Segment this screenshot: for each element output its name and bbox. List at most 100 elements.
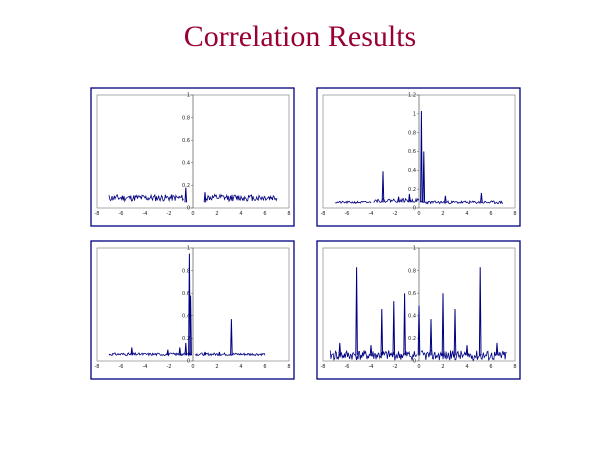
x-tick-label: -2 [393,364,398,370]
y-tick-label: 0 [413,206,416,212]
peak-spike [184,342,188,356]
peak-spike [130,347,134,356]
y-tick-label: 0.6 [182,291,190,297]
peak-spike [338,342,342,356]
panel-frame [90,87,295,227]
peak-spike [203,192,207,203]
x-tick-label: 0 [417,211,420,217]
x-tick-label: -4 [143,364,148,370]
x-tick-label: 6 [263,364,266,370]
peak-spike [230,319,233,356]
slide-title: Correlation Results [183,20,417,53]
x-tick-label: -4 [369,364,374,370]
panel-frame [316,87,521,227]
peak-spike [465,345,469,356]
y-tick-label: 0 [413,359,416,365]
x-tick-label: -4 [369,211,374,217]
peak-spike [397,196,400,203]
series-line [204,193,278,203]
y-tick-label: 0.6 [182,138,190,144]
x-tick-label: 4 [239,211,242,217]
x-tick-label: 0 [191,211,194,217]
y-tick-label: 1 [187,93,190,99]
x-tick-label: -8 [95,364,100,370]
peak-spike [420,111,423,203]
y-tick-label: 0.2 [408,187,416,193]
x-tick-label: 8 [287,211,290,217]
x-tick-label: -6 [119,211,124,217]
x-tick-label: -8 [321,211,326,217]
peak-spike [184,187,188,203]
y-tick-label: 1 [413,246,416,252]
peak-spike [495,342,499,356]
y-tick-label: 0 [187,359,190,365]
peak-spike [392,301,396,356]
peak-spike [422,151,426,203]
series-line [108,351,193,357]
x-tick-label: 6 [489,211,492,217]
peak-spike [453,309,457,356]
peak-spike [417,305,421,356]
x-tick-label: 2 [441,211,444,217]
peak-spike [408,193,411,203]
y-tick-label: 1.2 [408,93,416,99]
x-tick-label: 0 [191,364,194,370]
peak-spike [403,293,406,356]
x-tick-label: -6 [345,211,350,217]
peak-spike [429,319,433,356]
y-tick-label: 0.2 [408,336,416,342]
x-tick-label: 6 [263,211,266,217]
y-tick-label: 0.4 [182,161,190,167]
series-line [421,349,507,361]
x-tick-label: 2 [441,364,444,370]
peak-spike [218,351,221,356]
chart-panel-2: -8 -6 -4 -2 0 2 4 6 8 0 0.2 0.4 0.6 0.8 1 1.2 [316,87,521,227]
chart-panel-1: -8 -6 -4 -2 0 2 4 6 8 0 0.2 0.4 0.6 0.8 1 [90,87,295,227]
x-tick-label: 0 [417,364,420,370]
x-tick-label: -8 [95,211,100,217]
chart-panel-3: -8 -6 -4 -2 0 2 4 6 8 0 0.2 0.4 0.6 0.8 1 [90,240,295,380]
x-tick-label: 4 [465,364,468,370]
y-tick-label: 0.4 [408,168,416,174]
peak-spike [380,309,384,356]
y-tick-label: 1 [187,246,190,252]
x-tick-label: -8 [321,364,326,370]
x-tick-label: 2 [215,364,218,370]
x-tick-label: -4 [143,211,148,217]
x-tick-label: 8 [513,364,516,370]
series-line [373,197,420,204]
y-tick-label: 0 [187,206,190,212]
y-tick-label: 0.4 [182,314,190,320]
x-tick-label: -6 [345,364,350,370]
peak-spike [480,192,483,203]
y-tick-label: 1 [413,112,416,118]
y-tick-label: 0.8 [408,130,416,136]
y-tick-label: 0.4 [408,314,416,320]
peak-spike [355,267,358,356]
peak-spike [369,345,373,356]
x-tick-label: 4 [239,364,242,370]
peak-spike [381,171,385,203]
peak-spike [478,267,482,356]
x-tick-label: -2 [393,211,398,217]
y-tick-label: 0.2 [182,183,190,189]
x-tick-label: 8 [513,211,516,217]
series-line [329,350,417,361]
peak-spike [178,347,182,356]
series-line [108,193,184,203]
y-tick-label: 0.6 [408,149,416,155]
x-tick-label: -2 [167,364,172,370]
y-tick-label: 0.8 [182,115,190,121]
peak-spike [189,295,192,356]
series-line [420,200,504,205]
y-tick-label: 0.8 [408,268,416,274]
peak-spike [203,351,207,356]
x-tick-label: 6 [489,364,492,370]
x-tick-label: -6 [119,364,124,370]
peak-spike [444,195,447,203]
y-tick-label: 0.2 [182,336,190,342]
x-tick-label: 4 [465,211,468,217]
x-tick-label: -2 [167,211,172,217]
chart-panel-4: -8 -6 -4 -2 0 2 4 6 8 0 0.2 0.4 0.6 0.8 1 [316,240,521,380]
series-line [334,200,372,205]
